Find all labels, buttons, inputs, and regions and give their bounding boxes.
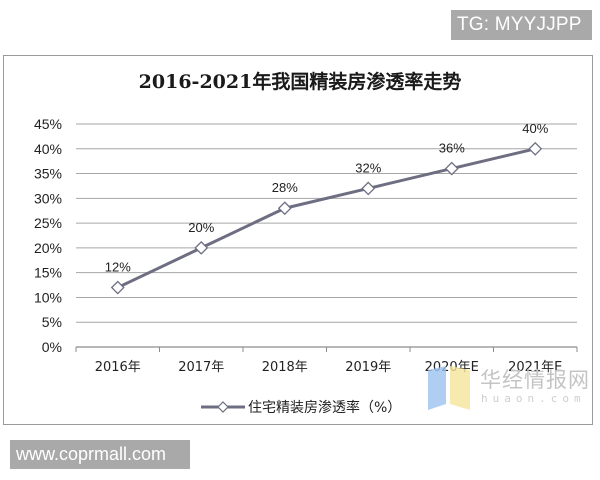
- y-tick-label: 15%: [34, 265, 62, 281]
- y-tick-label: 20%: [34, 240, 62, 256]
- data-label: 32%: [355, 160, 381, 175]
- x-tick-label: 2017年: [178, 360, 224, 375]
- y-tick-label: 10%: [34, 289, 62, 305]
- y-tick-label: 0%: [42, 339, 62, 355]
- data-point-diamond-icon: [528, 141, 543, 156]
- huaon-logo-icon: [428, 366, 470, 410]
- x-tick-label: 2021年E: [508, 360, 562, 375]
- data-label: 28%: [272, 180, 298, 195]
- data-point-diamond-icon: [444, 161, 459, 176]
- data-label: 40%: [522, 121, 548, 136]
- data-label: 12%: [105, 260, 131, 275]
- data-label: 20%: [188, 220, 214, 235]
- y-tick-label: 5%: [42, 314, 62, 330]
- data-point-diamond-icon: [194, 240, 209, 255]
- legend-line-diamond-icon: [201, 401, 245, 413]
- series-line: [117, 147, 536, 289]
- y-tick-label: 25%: [34, 215, 62, 231]
- y-tick-label: 30%: [34, 190, 62, 206]
- chart-frame: [3, 55, 593, 425]
- y-tick-label: 35%: [34, 166, 62, 182]
- data-point-diamond-icon: [361, 181, 376, 196]
- data-point-diamond-icon: [110, 280, 125, 295]
- legend-label: 住宅精装房渗透率（%）: [248, 400, 402, 416]
- x-tick-label: 2019年: [345, 360, 391, 375]
- y-tick-label: 45%: [34, 116, 62, 132]
- data-label: 36%: [439, 141, 465, 156]
- x-tick-label: 2018年: [262, 360, 308, 375]
- site-watermark-badge: www.coprmall.com: [10, 440, 190, 469]
- source-watermark-text: 华经情报网: [480, 368, 590, 392]
- x-tick-label: 2016年: [95, 360, 141, 375]
- chart-title: 2016-2021年我国精装房渗透率走势: [138, 71, 462, 93]
- source-watermark-subtext: huaon.com: [481, 392, 586, 405]
- data-point-diamond-icon: [277, 201, 292, 216]
- chart-legend: 住宅精装房渗透率（%）: [200, 396, 401, 418]
- y-tick-label: 40%: [34, 141, 62, 157]
- tg-watermark-badge: TG: MYYJJPP: [451, 10, 592, 40]
